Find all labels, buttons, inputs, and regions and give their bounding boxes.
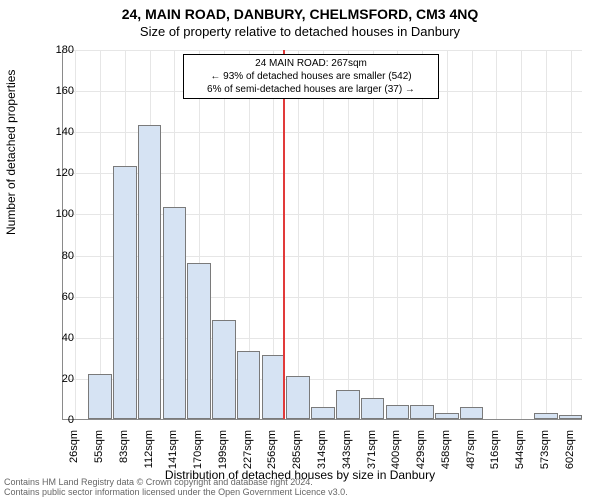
chart-container: 24 MAIN ROAD: 267sqm ← 93% of detached h… (62, 50, 582, 420)
histogram-bar (311, 407, 335, 419)
y-tick-label: 60 (34, 291, 74, 303)
y-tick-label: 140 (34, 126, 74, 138)
annotation-line2: ← 93% of detached houses are smaller (54… (188, 70, 434, 83)
histogram-bar (435, 413, 459, 419)
x-tick-label: 112sqm (143, 430, 155, 490)
histogram-bar (163, 207, 187, 419)
y-axis-label: Number of detached properties (4, 70, 18, 235)
histogram-bar (559, 415, 583, 419)
x-tick-label: 26sqm (68, 430, 80, 490)
title-address: 24, MAIN ROAD, DANBURY, CHELMSFORD, CM3 … (0, 6, 600, 22)
x-tick-label: 573sqm (539, 430, 551, 490)
histogram-bar (237, 351, 261, 419)
y-tick-label: 40 (34, 332, 74, 344)
histogram-bar (361, 398, 385, 419)
histogram-bar (187, 263, 211, 419)
x-tick-label: 141sqm (167, 430, 179, 490)
y-tick-label: 20 (34, 373, 74, 385)
gridline-v (521, 50, 522, 419)
x-tick-label: 83sqm (118, 430, 130, 490)
x-tick-label: 371sqm (366, 430, 378, 490)
histogram-bar (138, 125, 162, 419)
reference-line (283, 50, 285, 419)
annotation-box: 24 MAIN ROAD: 267sqm ← 93% of detached h… (183, 54, 439, 99)
x-tick-label: 487sqm (465, 430, 477, 490)
annotation-line3: 6% of semi-detached houses are larger (3… (188, 83, 434, 96)
histogram-bar (336, 390, 360, 419)
gridline-v (75, 50, 76, 419)
gridline-v (397, 50, 398, 419)
x-tick-label: 170sqm (192, 430, 204, 490)
gridline-v (571, 50, 572, 419)
x-tick-label: 516sqm (489, 430, 501, 490)
y-tick-label: 100 (34, 208, 74, 220)
histogram-bar (534, 413, 558, 419)
gridline-v (546, 50, 547, 419)
y-tick-label: 180 (34, 44, 74, 56)
x-tick-label: 343sqm (341, 430, 353, 490)
y-tick-label: 0 (34, 414, 74, 426)
y-tick-label: 120 (34, 167, 74, 179)
histogram-bar (386, 405, 410, 419)
annotation-line1: 24 MAIN ROAD: 267sqm (188, 57, 434, 70)
chart-title-block: 24, MAIN ROAD, DANBURY, CHELMSFORD, CM3 … (0, 0, 600, 39)
gridline-v (100, 50, 101, 419)
histogram-bar (113, 166, 137, 419)
x-tick-label: 199sqm (217, 430, 229, 490)
x-tick-label: 55sqm (93, 430, 105, 490)
x-tick-label: 227sqm (242, 430, 254, 490)
histogram-bar (212, 320, 236, 419)
x-tick-label: 429sqm (415, 430, 427, 490)
gridline-v (447, 50, 448, 419)
x-tick-label: 544sqm (514, 430, 526, 490)
histogram-bar (410, 405, 434, 419)
x-tick-label: 285sqm (291, 430, 303, 490)
x-tick-label: 602sqm (564, 430, 576, 490)
plot-area: 24 MAIN ROAD: 267sqm ← 93% of detached h… (62, 50, 582, 420)
x-tick-label: 314sqm (316, 430, 328, 490)
gridline-v (373, 50, 374, 419)
gridline-v (472, 50, 473, 419)
gridline-v (298, 50, 299, 419)
gridline-v (348, 50, 349, 419)
histogram-bar (460, 407, 484, 419)
gridline-v (496, 50, 497, 419)
x-tick-label: 400sqm (390, 430, 402, 490)
x-tick-label: 458sqm (440, 430, 452, 490)
title-subtitle: Size of property relative to detached ho… (0, 24, 600, 39)
y-tick-label: 80 (34, 250, 74, 262)
x-tick-label: 256sqm (266, 430, 278, 490)
histogram-bar (286, 376, 310, 419)
histogram-bar (88, 374, 112, 419)
y-tick-label: 160 (34, 85, 74, 97)
gridline-v (323, 50, 324, 419)
gridline-v (422, 50, 423, 419)
